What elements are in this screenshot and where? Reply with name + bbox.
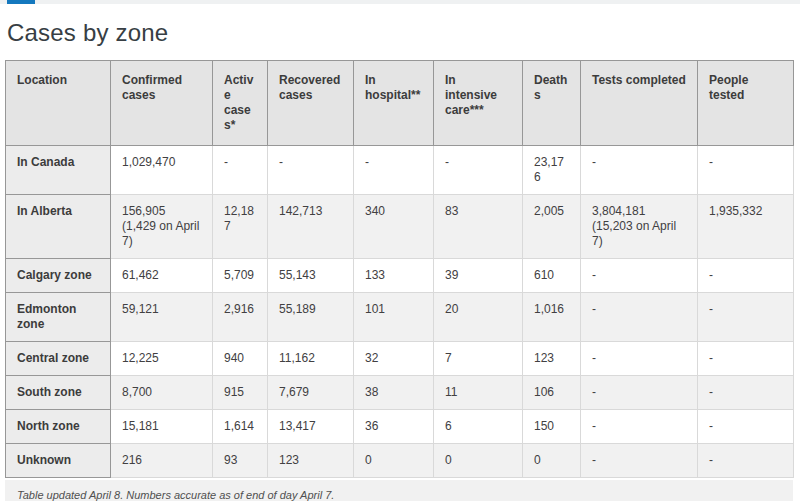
table-cell: 13,417: [268, 410, 354, 444]
table-row: Edmonton zone59,1212,91655,189101201,016…: [6, 293, 794, 342]
table-cell: -: [698, 376, 794, 410]
table-cell: 150: [523, 410, 581, 444]
table-cell: 123: [268, 444, 354, 478]
table-cell: 0: [354, 444, 434, 478]
table-cell: -: [581, 342, 698, 376]
table-cell: -: [698, 293, 794, 342]
table-cell: -: [581, 259, 698, 293]
table-cell: 7: [434, 342, 523, 376]
table-cell: 3,804,181 (15,203 on April 7): [581, 195, 698, 259]
table-cell: 340: [354, 195, 434, 259]
table-cell: 6: [434, 410, 523, 444]
table-cell: 142,713: [268, 195, 354, 259]
table-row: South zone8,7009157,6793811106--: [6, 376, 794, 410]
row-header: Calgary zone: [6, 259, 111, 293]
row-header: South zone: [6, 376, 111, 410]
table-cell: 36: [354, 410, 434, 444]
top-tab-strip: [0, 0, 800, 4]
table-cell: 610: [523, 259, 581, 293]
header-row: LocationConfirmed casesActive cases*Reco…: [6, 61, 794, 146]
table-cell: 1,614: [213, 410, 268, 444]
table-cell: 101: [354, 293, 434, 342]
table-cell: 216: [111, 444, 213, 478]
table-footnotes: Table updated April 8. Numbers accurate …: [5, 480, 793, 501]
table-cell: 1,029,470: [111, 146, 213, 195]
table-cell: 106: [523, 376, 581, 410]
table-cell: 20: [434, 293, 523, 342]
column-header: In hospital**: [354, 61, 434, 146]
table-cell: -: [698, 259, 794, 293]
page-title: Cases by zone: [7, 19, 800, 47]
table-cell: -: [268, 146, 354, 195]
table-cell: 156,905 (1,429 on April 7): [111, 195, 213, 259]
table-cell: 8,700: [111, 376, 213, 410]
row-header: Edmonton zone: [6, 293, 111, 342]
table-row: Unknown21693123000--: [6, 444, 794, 478]
table-cell: 123: [523, 342, 581, 376]
table-cell: 11,162: [268, 342, 354, 376]
column-header: Deaths: [523, 61, 581, 146]
table-cell: -: [581, 410, 698, 444]
table-row: Central zone12,22594011,162327123--: [6, 342, 794, 376]
column-header: Confirmed cases: [111, 61, 213, 146]
row-header: In Alberta: [6, 195, 111, 259]
table-cell: -: [434, 146, 523, 195]
table-cell: 1,016: [523, 293, 581, 342]
cases-by-zone-table: LocationConfirmed casesActive cases*Reco…: [5, 60, 794, 478]
table-cell: 0: [434, 444, 523, 478]
table-cell: 940: [213, 342, 268, 376]
column-header: Location: [6, 61, 111, 146]
table-cell: 915: [213, 376, 268, 410]
table-cell: 2,916: [213, 293, 268, 342]
table-cell: 15,181: [111, 410, 213, 444]
column-header: Active cases*: [213, 61, 268, 146]
table-cell: 55,189: [268, 293, 354, 342]
column-header: In intensive care***: [434, 61, 523, 146]
table-cell: 0: [523, 444, 581, 478]
table-cell: -: [698, 444, 794, 478]
column-header: Tests completed: [581, 61, 698, 146]
row-header: North zone: [6, 410, 111, 444]
table-row: North zone15,1811,61413,417366150--: [6, 410, 794, 444]
table-cell: 12,225: [111, 342, 213, 376]
table-cell: -: [213, 146, 268, 195]
table-cell: 55,143: [268, 259, 354, 293]
table-cell: 23,176: [523, 146, 581, 195]
table-cell: 32: [354, 342, 434, 376]
row-header: Central zone: [6, 342, 111, 376]
column-header: Recovered cases: [268, 61, 354, 146]
table-cell: -: [581, 444, 698, 478]
table-body: In Canada1,029,470----23,176--In Alberta…: [6, 146, 794, 478]
table-cell: 61,462: [111, 259, 213, 293]
table-cell: -: [698, 146, 794, 195]
table-cell: -: [581, 293, 698, 342]
table-cell: -: [581, 146, 698, 195]
table-cell: 93: [213, 444, 268, 478]
column-header: People tested: [698, 61, 794, 146]
row-header: In Canada: [6, 146, 111, 195]
table-cell: 5,709: [213, 259, 268, 293]
row-header: Unknown: [6, 444, 111, 478]
table-cell: -: [698, 342, 794, 376]
table-cell: 11: [434, 376, 523, 410]
table-cell: 2,005: [523, 195, 581, 259]
footnote-line: Table updated April 8. Numbers accurate …: [17, 487, 781, 501]
table-cell: -: [581, 376, 698, 410]
table-cell: 38: [354, 376, 434, 410]
table-cell: 83: [434, 195, 523, 259]
table-row: In Alberta156,905 (1,429 on April 7)12,1…: [6, 195, 794, 259]
table-cell: 133: [354, 259, 434, 293]
table-cell: 12,187: [213, 195, 268, 259]
table-row: Calgary zone61,4625,70955,14313339610--: [6, 259, 794, 293]
active-tab-indicator: [7, 0, 35, 4]
table-cell: 39: [434, 259, 523, 293]
table-row: In Canada1,029,470----23,176--: [6, 146, 794, 195]
table-cell: 1,935,332: [698, 195, 794, 259]
table-cell: 7,679: [268, 376, 354, 410]
table-cell: -: [354, 146, 434, 195]
table-cell: 59,121: [111, 293, 213, 342]
table-cell: -: [698, 410, 794, 444]
